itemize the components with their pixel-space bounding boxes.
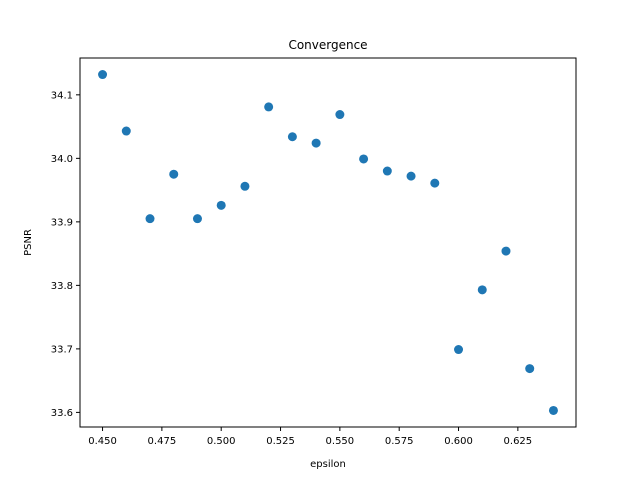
y-tick-label: 34.0 [51, 154, 73, 165]
data-point [382, 166, 392, 176]
x-tick-label: 0.525 [266, 436, 295, 447]
x-tick-label: 0.625 [504, 436, 533, 447]
data-point [525, 364, 535, 374]
y-tick-label: 34.1 [51, 90, 73, 101]
x-tick-label: 0.450 [88, 436, 117, 447]
data-point [240, 181, 250, 191]
x-axis-ticks: 0.450 0.475 0.500 0.525 0.550 0.575 0.600 0.625 [88, 427, 532, 447]
data-point [430, 178, 440, 188]
x-tick-label: 0.475 [148, 436, 177, 447]
x-tick-label: 0.500 [207, 436, 236, 447]
y-axis-label: PSNR [23, 229, 34, 256]
data-point [121, 126, 131, 136]
data-point [169, 169, 179, 179]
x-tick-label: 0.600 [444, 436, 473, 447]
data-point [98, 70, 108, 80]
data-point [477, 285, 487, 295]
data-point [216, 200, 226, 210]
x-tick-label: 0.575 [385, 436, 414, 447]
data-point [454, 345, 464, 355]
data-point [145, 214, 155, 224]
plot-frame [79, 57, 577, 428]
y-axis-ticks: 33.6 33.7 33.8 33.9 34.0 34.1 [51, 90, 80, 419]
data-point [501, 246, 511, 256]
x-axis-label: epsilon [310, 459, 346, 470]
y-tick-label: 33.7 [51, 344, 73, 355]
data-point [287, 132, 297, 142]
y-tick-label: 33.8 [51, 281, 73, 292]
data-point [359, 154, 369, 164]
data-point [264, 102, 274, 112]
data-point [335, 110, 345, 120]
chart-title: Convergence [288, 38, 367, 52]
x-tick-label: 0.550 [326, 436, 355, 447]
y-tick-label: 33.9 [51, 217, 73, 228]
data-point [406, 171, 416, 181]
data-points [98, 70, 558, 415]
y-tick-label: 33.6 [51, 408, 73, 419]
data-point [192, 214, 202, 224]
plot-area [80, 58, 576, 427]
data-point [311, 138, 321, 148]
data-point [548, 405, 558, 415]
